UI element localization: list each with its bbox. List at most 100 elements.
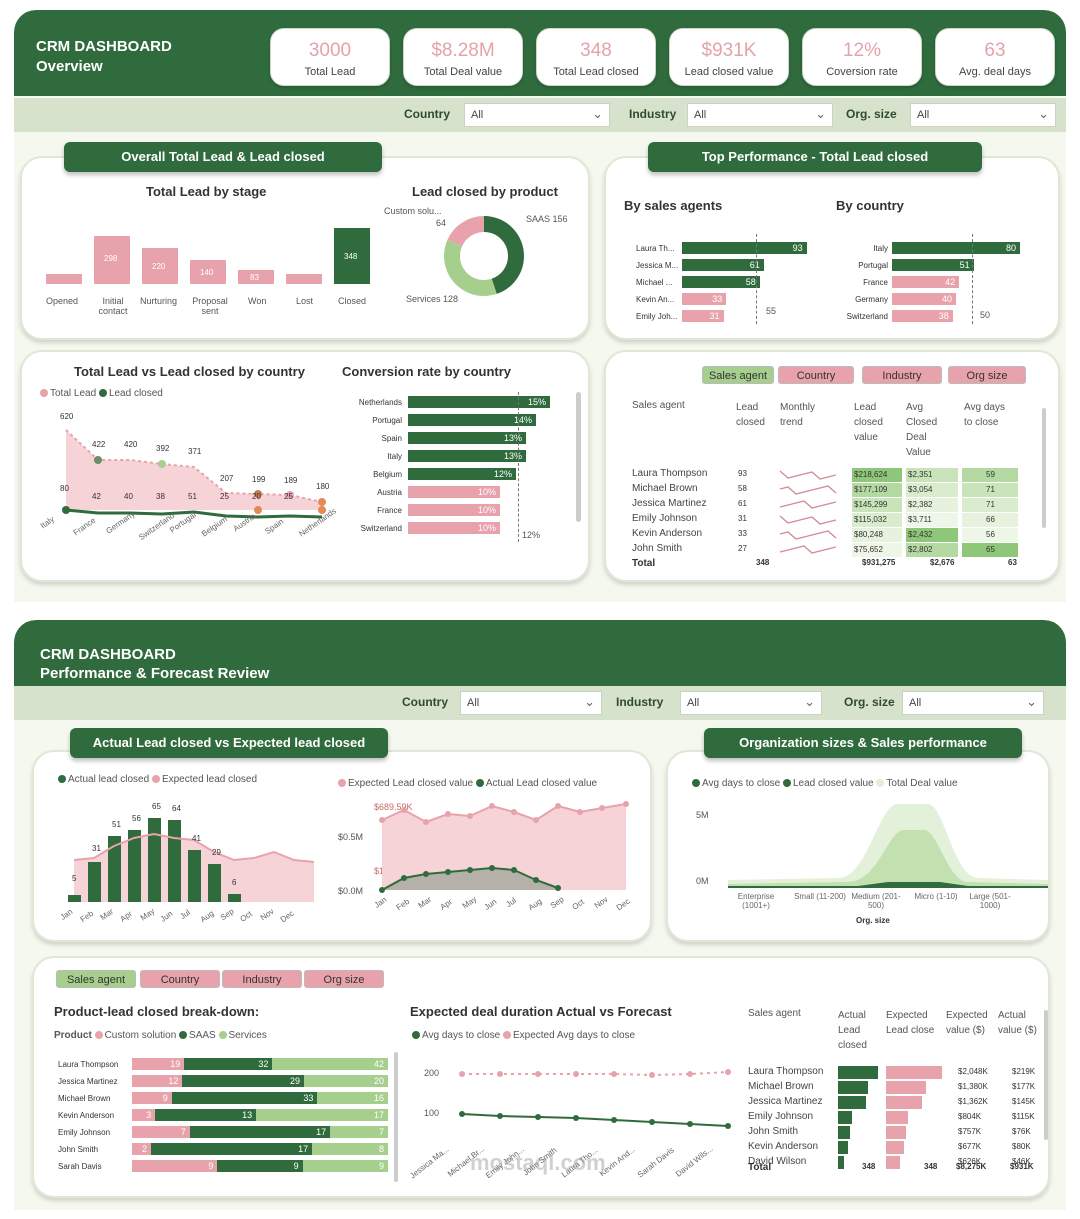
chevron-down-icon: ⌄: [584, 694, 595, 709]
table-avg: $3,711: [906, 513, 958, 527]
org-category: Medium (201-500): [851, 892, 901, 910]
table-agent: Jessica Martinez: [632, 498, 707, 509]
table-value: $80,248: [852, 528, 902, 542]
conversion-bar: 15%: [408, 396, 550, 408]
scrollbar[interactable]: [576, 392, 581, 522]
stage-value-won: 83: [250, 273, 259, 282]
top-performance-panel: By sales agents By country Laura Th... 93…: [604, 156, 1060, 340]
t2-actual-bar: [838, 1156, 844, 1169]
chevron-down-icon: ⌄: [1038, 106, 1049, 121]
agent-bar: 33: [682, 293, 727, 305]
tlc-total-label: 392: [156, 444, 170, 453]
org-size-dropdown[interactable]: All ⌄: [910, 103, 1056, 127]
conversion-avg-line: [518, 392, 519, 542]
col-sales-agent: Sales agent: [632, 400, 685, 411]
conversion-bar: 10%: [408, 486, 500, 498]
trend-sparkline: [779, 500, 837, 509]
filter-bar: Country All ⌄ Industry All ⌄ Org. size All…: [14, 686, 1066, 720]
t2-agent: Michael Brown: [748, 1081, 814, 1092]
tab-org-size[interactable]: Org size: [948, 366, 1026, 384]
tab-industry[interactable]: Industry: [862, 366, 942, 384]
breakdown-segment: 19: [132, 1058, 185, 1070]
country-dropdown[interactable]: All ⌄: [464, 103, 610, 127]
ae-month: Aug: [198, 908, 216, 925]
kpi-total-lead: 3000 Total Lead: [270, 28, 390, 86]
stage-value-closed: 348: [344, 252, 358, 261]
org-category: Micro (1-10): [914, 892, 958, 901]
breakdown-segment: 17: [150, 1143, 313, 1155]
conversion-bar: 10%: [408, 522, 500, 534]
country-dropdown[interactable]: All ⌄: [460, 691, 602, 715]
country-filter-label: Country: [404, 107, 450, 121]
ae-bar-label: 31: [92, 844, 101, 853]
tlc-total-label: 180: [316, 482, 330, 491]
stage-bar-nurturing: [142, 248, 178, 284]
conversion-bar: 13%: [408, 432, 526, 444]
tab-sales-agent[interactable]: Sales agent: [702, 366, 774, 384]
tab-industry[interactable]: Industry: [222, 970, 302, 988]
t2-act-value: $46K: [1012, 1157, 1031, 1166]
product-custom-label: Custom solu...: [384, 206, 442, 216]
industry-dropdown[interactable]: All ⌄: [680, 691, 822, 715]
trend-sparkline: [779, 530, 837, 540]
tlc-total-label: 371: [188, 447, 202, 456]
t2-agent: John Smith: [748, 1126, 799, 1137]
overall-panel: Total Lead by stage 298 220 140 83 348 O…: [20, 156, 590, 340]
industry-filter-label: Industry: [616, 695, 664, 709]
table-days: 71: [962, 483, 1018, 497]
watermark: mostaql.com: [470, 1150, 606, 1175]
t2-expected-bar: [886, 1066, 942, 1079]
ae-bar-label: 6: [232, 878, 237, 887]
t2-act-value: $76K: [1012, 1127, 1031, 1136]
t2-expected-bar: [886, 1156, 900, 1169]
tab-sales-agent[interactable]: Sales agent: [56, 970, 136, 988]
conversion-country: Netherlands: [358, 398, 402, 407]
conversion-country: Spain: [381, 434, 402, 443]
breakdown-segment: 3: [132, 1109, 156, 1121]
t2-scrollbar[interactable]: [1044, 1010, 1048, 1140]
country-name: Germany: [855, 295, 888, 304]
agent-bar: 93: [682, 242, 807, 254]
actual-expected-panel-title: Actual Lead closed vs Expected lead clos…: [70, 728, 388, 758]
tab-country[interactable]: Country: [778, 366, 854, 384]
t2-total-actual: 348: [862, 1162, 876, 1171]
ev-month: Feb: [394, 896, 412, 913]
industry-dropdown[interactable]: All ⌄: [687, 103, 833, 127]
dashboard-title: CRM DASHBOARD: [36, 38, 172, 55]
org-category: Small (11-200): [794, 892, 846, 901]
table-agent: Emily Johnson: [632, 513, 698, 524]
table-scrollbar[interactable]: [1042, 408, 1046, 528]
breakdown-segment: 9: [302, 1160, 388, 1172]
table-value: $115,032: [852, 513, 902, 527]
breakdown-segment: 17: [189, 1126, 331, 1138]
t2-exp-value: $757K: [958, 1127, 982, 1136]
t2-agent: Kevin Anderson: [748, 1141, 819, 1152]
t2-actual-bar: [838, 1126, 850, 1139]
table-avg: $2,802: [906, 543, 958, 557]
tlc-closed-label: 25: [220, 492, 229, 501]
agent-name: Kevin An...: [636, 295, 675, 304]
agents-avg-label: 55: [766, 306, 777, 316]
ae-month: Jul: [178, 907, 192, 922]
t2-col-expected: Expected Lead close: [886, 1010, 935, 1036]
breakdown-agent: Jessica Martinez: [58, 1077, 118, 1086]
org-size-panel-title: Organization sizes & Sales performance: [704, 728, 1022, 758]
tlc-total-label: 422: [92, 440, 106, 449]
t2-exp-value: $1,362K: [958, 1097, 988, 1106]
breakdown-segment: 17: [256, 1109, 388, 1121]
t2-agent: Jessica Martinez: [748, 1096, 823, 1107]
tab-country[interactable]: Country: [140, 970, 220, 988]
table-value: $75,652: [852, 543, 902, 557]
table-total-days: 63: [1008, 558, 1017, 567]
breakdown-scrollbar[interactable]: [394, 1052, 398, 1182]
ev-month: Oct: [570, 897, 586, 912]
org-size-dropdown[interactable]: All ⌄: [902, 691, 1044, 715]
tlc-closed-label: 42: [92, 492, 101, 501]
tab-org-size[interactable]: Org size: [304, 970, 384, 988]
chevron-down-icon: ⌄: [804, 694, 815, 709]
stage-bar-initial: [94, 236, 130, 284]
t2-actual-bar: [838, 1141, 848, 1154]
tlc-closed-label: 38: [156, 492, 165, 501]
product-custom-value: 64: [436, 218, 447, 228]
tlc-total-label: 207: [220, 474, 234, 483]
